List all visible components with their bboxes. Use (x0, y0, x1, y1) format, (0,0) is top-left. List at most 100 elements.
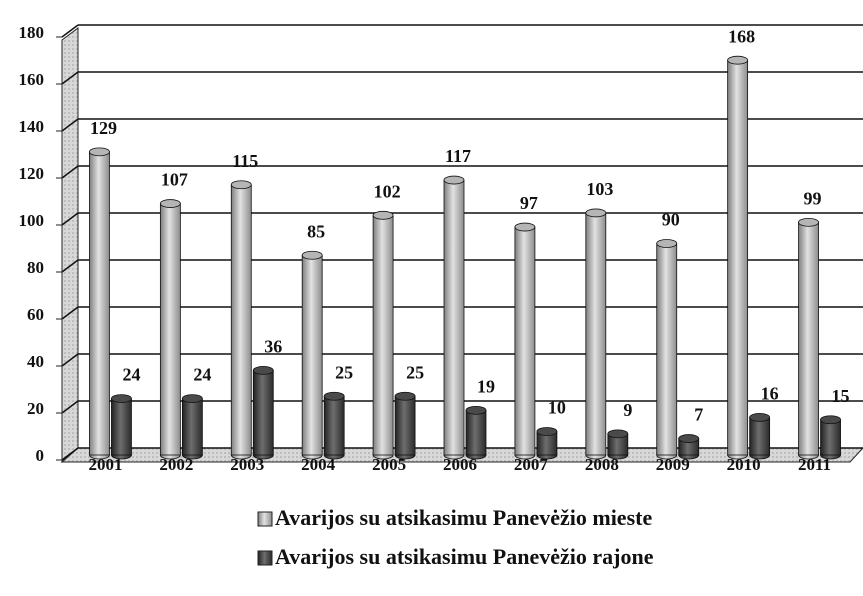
value-label: 15 (832, 386, 850, 406)
grid-line (61, 400, 79, 414)
bar (798, 221, 819, 456)
bar-top (465, 405, 487, 415)
x-tick-label: 2010 (727, 455, 761, 474)
value-label: 25 (335, 362, 353, 382)
value-label: 115 (232, 151, 258, 171)
bar (89, 151, 110, 456)
bar (656, 243, 678, 456)
bar-top (798, 217, 819, 227)
grid-line (61, 212, 79, 226)
value-label: 107 (161, 170, 188, 190)
side-wall (61, 27, 79, 464)
x-tick-label: 2003 (230, 455, 264, 474)
legend-swatch (257, 511, 273, 527)
x-tick-label: 2006 (443, 455, 477, 474)
x-tick-label: 2008 (585, 455, 619, 474)
bar-top (656, 239, 678, 248)
bar (230, 184, 252, 456)
y-tick-label: 60 (27, 305, 44, 324)
value-label: 25 (406, 362, 424, 382)
grid-line (61, 447, 79, 461)
bar-top (323, 391, 345, 401)
value-label: 97 (520, 193, 538, 213)
bar (323, 395, 345, 456)
bar (301, 254, 323, 456)
bar (181, 398, 203, 456)
bar-top (727, 55, 749, 65)
value-label: 16 (761, 384, 779, 404)
y-tick-label: 120 (19, 164, 45, 183)
value-label: 102 (374, 181, 401, 201)
y-tick-label: 100 (19, 211, 45, 230)
bar-top (443, 175, 465, 185)
y-tick-label: 180 (19, 23, 45, 42)
bar-top (372, 210, 394, 220)
value-label: 168 (728, 26, 755, 46)
bar-top (89, 147, 110, 157)
bar-top (678, 434, 700, 443)
x-tick-label: 2002 (159, 455, 193, 474)
value-label: 90 (662, 210, 680, 230)
bar-top (230, 180, 252, 190)
grid-line (61, 165, 79, 179)
x-tick-label: 2005 (372, 455, 406, 474)
y-tick-label: 140 (19, 117, 45, 136)
value-label: 85 (307, 221, 325, 241)
bar (465, 409, 487, 456)
x-tick-label: 2009 (656, 455, 690, 474)
bar-top (514, 222, 536, 232)
legend-swatch (257, 550, 273, 566)
x-tick-label: 2004 (301, 455, 336, 474)
bar (252, 369, 274, 456)
x-tick-label: 2011 (798, 455, 831, 474)
x-tick-label: 2007 (514, 455, 549, 474)
value-label: 19 (477, 376, 495, 396)
value-label: 99 (804, 188, 822, 208)
grid-line (61, 259, 79, 273)
bar (749, 416, 771, 456)
bar-top (749, 412, 771, 422)
value-label: 129 (90, 118, 117, 138)
bar-top (181, 394, 203, 404)
grid-line (61, 353, 79, 367)
y-tick-label: 80 (27, 258, 44, 277)
grid-line (61, 306, 79, 320)
bar-top (820, 415, 841, 425)
grid-line (61, 24, 79, 38)
y-tick-label: 20 (27, 399, 44, 418)
legend-label: Avarijos su atsikasimu Panevėžio mieste (275, 505, 652, 530)
bar-top (301, 250, 323, 260)
bar (159, 203, 181, 456)
grid-line (61, 71, 79, 85)
bar (585, 212, 607, 456)
y-tick-label: 160 (19, 70, 45, 89)
bar-top (111, 394, 132, 404)
bar (514, 226, 536, 456)
bar (820, 419, 841, 456)
value-label: 24 (193, 365, 211, 385)
x-tick-label: 2001 (88, 455, 122, 474)
bar (372, 214, 394, 456)
bar (727, 59, 749, 456)
bar (394, 395, 416, 456)
bar-top (607, 429, 629, 439)
y-tick-label: 0 (36, 446, 45, 465)
value-label: 7 (694, 405, 703, 425)
value-label: 9 (623, 400, 632, 420)
value-label: 24 (122, 365, 140, 385)
value-label: 117 (445, 146, 471, 166)
value-label: 103 (586, 179, 613, 199)
bar-top (159, 199, 181, 208)
bar-top (585, 208, 607, 218)
value-label: 36 (264, 337, 282, 357)
value-label: 10 (548, 398, 566, 418)
bar-top (536, 427, 558, 436)
bar (111, 398, 132, 456)
grid-line (61, 118, 79, 132)
bar (443, 179, 465, 456)
bar-top (252, 365, 274, 375)
bar-top (394, 391, 416, 401)
legend-label: Avarijos su atsikasimu Panevėžio rajone (275, 544, 654, 569)
